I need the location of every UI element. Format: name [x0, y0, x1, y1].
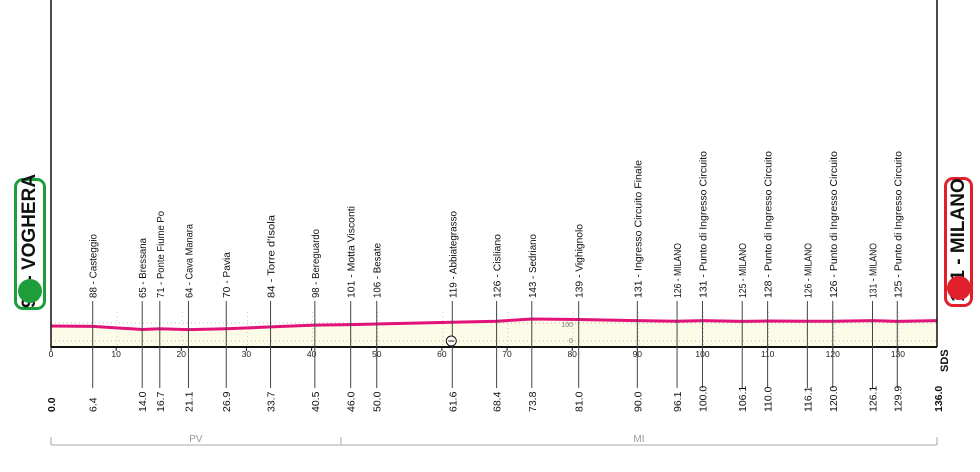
start-km-label: 0.0 — [46, 397, 58, 412]
x-tick-label: 10 — [111, 349, 121, 359]
waypoint-km-label: 81.0 — [574, 391, 586, 412]
waypoint-km-label: 50.0 — [372, 391, 384, 412]
waypoint-km-label: 26.9 — [221, 391, 233, 412]
waypoint-label: 98 - Bereguardo — [310, 229, 322, 298]
brand-mark: SDS — [939, 349, 951, 372]
waypoint-km-label: 68.4 — [492, 391, 504, 412]
waypoint-label: 101 - Motta Visconti — [346, 206, 358, 298]
waypoint-label: 84 - Torre d'Isola — [266, 215, 278, 298]
waypoint-label: 88 - Casteggio — [88, 234, 100, 298]
x-tick-label: 130 — [891, 349, 905, 359]
waypoint-km-label: 61.6 — [447, 391, 459, 412]
finish-cyclist-icon — [946, 276, 971, 300]
x-tick-label: 60 — [437, 349, 447, 359]
finish-badge: 131 - MILANO — [944, 177, 973, 307]
waypoint-km-label: 110.0 — [763, 386, 775, 412]
waypoint-label: 131 - Punto di Ingresso Circuito — [697, 151, 709, 298]
waypoint-label: 119 - Abbiategrasso — [447, 211, 459, 298]
elevation-scale-label: 0 — [569, 338, 573, 345]
waypoint-km-label: 16.7 — [155, 391, 167, 412]
profile-area — [51, 319, 937, 347]
waypoint-km-label: 33.7 — [266, 391, 278, 412]
waypoint-km-label: 100.0 — [697, 386, 709, 412]
elevation-scale-label: 100 — [561, 322, 573, 329]
waypoint-label: 126 - MILANO — [672, 243, 684, 298]
waypoint-label: 65 - Bressana — [137, 238, 149, 298]
waypoint-label: 64 - Cava Manara — [183, 224, 195, 298]
start-badge: 91 - VOGHERA — [14, 174, 46, 310]
x-tick-label: 70 — [502, 349, 512, 359]
waypoint-km-label: 14.0 — [137, 391, 149, 412]
waypoint-km-label: 46.0 — [346, 391, 358, 412]
waypoint-label: 143 - Sedriano — [527, 234, 539, 298]
waypoint-label: 126 - Cisliano — [492, 234, 504, 298]
x-tick-label: 20 — [177, 349, 187, 359]
waypoint-label: 128 - Punto di Ingresso Circuito — [763, 151, 775, 298]
waypoint-label: 131 - Ingresso Circuito Finale — [632, 160, 644, 298]
waypoint-label: 70 - Pavia — [221, 252, 233, 298]
waypoint-km-label: 116.1 — [802, 386, 814, 412]
waypoint-label: 71 - Ponte Fiume Po — [155, 211, 167, 298]
waypoint-km-label: 21.1 — [183, 391, 195, 412]
waypoint-km-label: 106.1 — [737, 386, 749, 412]
waypoint-label: 126 - MILANO — [802, 243, 814, 298]
profile-line — [50, 317, 938, 332]
province-label: MI — [633, 434, 644, 445]
waypoint-label: 125 - MILANO — [737, 243, 749, 298]
waypoint-km-label: 40.5 — [310, 391, 322, 412]
waypoint-label: 139 - Vighignolo — [574, 224, 586, 298]
waypoint-label: 106 - Besate — [372, 243, 384, 298]
x-tick-label: 80 — [567, 349, 577, 359]
waypoint-km-label: 73.8 — [527, 391, 539, 412]
waypoint-km-label: 96.1 — [672, 391, 684, 412]
x-tick-label: 0 — [49, 349, 54, 359]
waypoint-km-label: 129.9 — [892, 386, 904, 412]
x-tick-label: 40 — [307, 349, 317, 359]
waypoint-km-label: 126.1 — [868, 386, 880, 412]
waypoint-km-label: 90.0 — [632, 391, 644, 412]
waypoint-label: 125 - Punto di Ingresso Circuito — [892, 151, 904, 298]
waypoint-label: 131 - MILANO — [868, 243, 880, 298]
finish-km-label: 136.0 — [933, 386, 945, 412]
start-cyclist-icon — [18, 279, 42, 303]
waypoint-label: 126 - Punto di Ingresso Circuito — [828, 151, 840, 298]
waypoint-km-label: 6.4 — [88, 397, 100, 412]
waypoint-km-label: 120.0 — [828, 386, 840, 412]
x-tick-label: 30 — [242, 349, 252, 359]
province-label: PV — [189, 434, 203, 445]
